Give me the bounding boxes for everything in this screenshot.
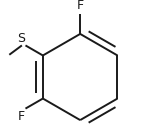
Text: S: S <box>17 32 25 45</box>
Text: F: F <box>18 110 25 123</box>
Text: F: F <box>77 0 84 12</box>
